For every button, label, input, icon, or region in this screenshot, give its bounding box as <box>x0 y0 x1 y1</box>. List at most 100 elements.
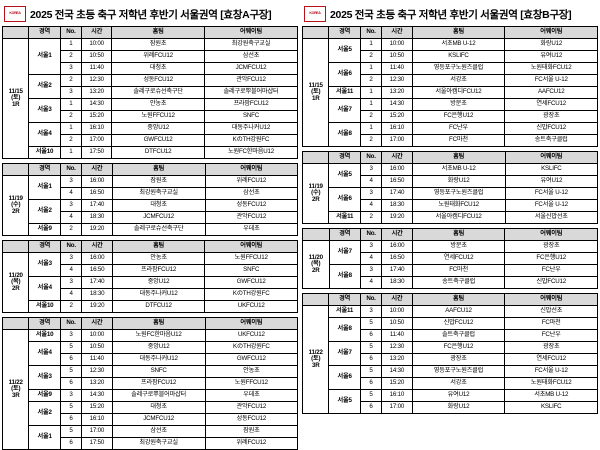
table-row: 11/15 (토) 1R 서울5 1 10:00 서초MB U-12 화랑U12 <box>301 38 598 147</box>
table-row: 서울4 5 10:50 중앙U12 KのTH강원FC <box>3 341 299 366</box>
away-team-cell: 프라팜FCU12 <box>203 98 299 111</box>
table-row: 서울8 3 17:40 FC마천 FC난우 <box>303 264 598 289</box>
no-cell: 2 <box>59 50 83 63</box>
column-header: No. <box>359 26 383 39</box>
group-cell: 서울8 <box>328 122 361 147</box>
no-cell: 4 <box>59 211 83 224</box>
home-team-cell: 화랑U12 <box>411 401 506 414</box>
home-team-cell: 대동주나커U12 <box>111 353 206 366</box>
column-header: 시간 <box>381 228 413 241</box>
table-row: 6 16:10 JCMFCU12 성동FCU12 <box>3 413 299 426</box>
group-cell: 서울7 <box>328 341 361 366</box>
time-cell: 14:30 <box>81 98 113 111</box>
table-row: 서울4 3 17:40 중앙U12 GWFCU12 <box>3 276 298 301</box>
no-cell: 2 <box>59 74 83 87</box>
away-team-cell: 삼선초 <box>204 187 299 200</box>
time-cell: 17:40 <box>381 264 413 277</box>
korea-football-logo-b: KOREA <box>304 6 326 22</box>
no-cell: 1 <box>59 146 83 159</box>
no-cell: 2 <box>59 223 83 236</box>
table-row: 3 13:20 솔레구로슈선축구단 솔레구로뿌블어마샵터 <box>3 86 299 99</box>
column-header: 어웨이팀 <box>504 293 598 306</box>
no-cell: 1 <box>59 122 83 135</box>
time-cell: 17:00 <box>381 401 413 414</box>
time-cell: 14:30 <box>381 365 413 378</box>
away-team-cell: AAFCU12 <box>504 86 598 99</box>
time-cell: 16:10 <box>381 389 413 402</box>
home-team-cell: 방문초 <box>411 240 506 253</box>
time-cell: 16:50 <box>81 264 113 277</box>
time-cell: 16:00 <box>81 175 113 188</box>
no-cell: 4 <box>59 264 83 277</box>
table-row: 11/20 (목) 2R 서울7 3 16:00 방문초 광장초 <box>302 240 598 289</box>
table-row: 서울6 5 14:30 영등포구노원즈클럽 FC서울 U-12 <box>303 365 598 390</box>
home-team-cell: 화랑U12 <box>411 175 506 188</box>
no-cell: 3 <box>359 264 383 277</box>
table-row: 11/19 (수) 2R 서울5 3 16:00 서초MB U-12 KSLIFC <box>301 163 599 224</box>
logo-text-a: KOREA <box>9 11 21 16</box>
no-cell: 2 <box>359 74 383 87</box>
away-team-cell: 신밥선초 <box>504 305 598 318</box>
time-cell: 10:50 <box>81 50 113 63</box>
table-row: 서울6 1 11:40 영등포구노원즈클럽 노원태화FCU12 <box>303 62 598 87</box>
time-cell: 12:30 <box>81 74 113 87</box>
home-team-cell: GWFCU12 <box>111 134 205 147</box>
away-team-cell: 광장초 <box>504 110 598 123</box>
column-header: 어웨이팀 <box>504 228 598 241</box>
away-team-cell: 노원태화FCU12 <box>504 62 598 75</box>
home-team-cell: 서강초 <box>411 377 506 390</box>
time-cell: 16:50 <box>381 252 413 265</box>
time-cell: 16:50 <box>81 187 113 200</box>
group-cell: 서울3 <box>28 252 61 277</box>
no-cell: 6 <box>359 401 383 414</box>
table-row: 6 11:40 대동주나커U12 GWFCU12 <box>3 353 299 366</box>
home-team-cell: 중앙U12 <box>111 122 205 135</box>
date-round-label: 11/15 (토) 1R <box>1 38 30 159</box>
time-cell: 18:30 <box>81 211 113 224</box>
table-row: 서울10 1 17:50 DTFCU12 노원FC한마음U12 <box>3 146 299 159</box>
column-header: 경역 <box>28 163 61 176</box>
table-row: 서울11 1 13:20 서울아캠디FCU12 AAFCU12 <box>303 86 598 99</box>
column-header: 어웨이팀 <box>204 163 299 176</box>
group-cell: 서울5 <box>328 389 361 414</box>
home-team-cell: 솔레구로뿌블어마샵터 <box>111 389 206 402</box>
group-cell: 서울6 <box>328 62 361 87</box>
group-cell: 서울11 <box>328 305 361 318</box>
time-cell: 16:50 <box>381 175 413 188</box>
home-team-cell: 솔레구로슈선축구단 <box>111 223 206 236</box>
home-team-cell: FC은행U12 <box>411 110 506 123</box>
home-team-cell: 안농초 <box>111 98 205 111</box>
group-cell: 서울2 <box>28 401 61 426</box>
table-row: 서울2 5 15:20 대청초 관악FCU12 <box>3 401 299 426</box>
time-cell: 10:50 <box>381 50 413 63</box>
no-cell: 1 <box>59 98 83 111</box>
home-team-cell: FC마천 <box>411 134 506 147</box>
table-row: 11/15 (토) 1R 서울1 1 10:00 잠원초 최강원축구교실 <box>1 38 299 159</box>
away-team-cell: 위례FCU12 <box>204 175 299 188</box>
away-team-cell: GWFCU12 <box>204 353 299 366</box>
table-row: 4 16:50 최강원축구교실 삼선초 <box>3 187 299 200</box>
away-team-cell: 우데초 <box>204 389 299 402</box>
home-team-cell: 대청초 <box>111 62 205 75</box>
date-header-blank <box>302 228 330 241</box>
group-cell: 서울10 <box>28 329 61 342</box>
column-header: 시간 <box>81 317 113 330</box>
home-team-cell: 프라팜FCU12 <box>111 264 206 277</box>
page-title-b: 2025 전국 초등 축구 저학년 후반기 서울권역 [효창B구장] <box>330 8 572 21</box>
time-cell: 12:30 <box>81 365 113 378</box>
away-team-cell: 노원태화FCU12 <box>504 377 598 390</box>
date-round-label: 11/19 (수) 2R <box>1 175 30 236</box>
away-team-cell: FC난우 <box>504 329 598 342</box>
home-team-cell: 삼선초 <box>111 425 206 438</box>
no-cell: 2 <box>59 134 83 147</box>
away-team-cell: SNFC <box>203 110 299 123</box>
no-cell: 5 <box>359 365 383 378</box>
time-cell: 17:00 <box>81 425 113 438</box>
no-cell: 2 <box>359 211 383 224</box>
no-cell: 3 <box>359 240 383 253</box>
time-cell: 10:00 <box>381 38 413 51</box>
column-header: No. <box>59 240 83 253</box>
column-header: 홈팀 <box>111 163 206 176</box>
schedule-table: 경역 No. 시간 홈팀 어웨이팀 11/19 (수) 2R 서울5 3 16:00 서초MB U… <box>301 151 599 224</box>
away-team-cell: 유여U12 <box>504 175 599 188</box>
